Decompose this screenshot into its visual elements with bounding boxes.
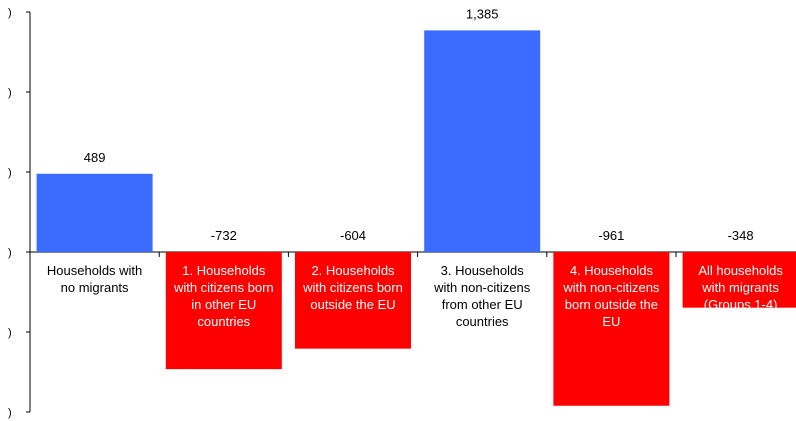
- category-label-6: All households with migrants (Groups 1-4): [677, 262, 796, 313]
- category-label-1: Households with no migrants: [31, 262, 159, 296]
- value-label-1: 489: [84, 150, 106, 165]
- category-label-line: 1. Households: [182, 263, 266, 278]
- category-label-line: 3. Households: [440, 263, 524, 278]
- value-labels: 489 -732 -604 1,385 -961 -348: [84, 6, 754, 243]
- y-tick-label: ): [8, 87, 12, 99]
- y-tick-label: ): [8, 327, 12, 339]
- category-label-line: with migrants: [702, 280, 779, 295]
- category-label-line: with citizens born: [303, 280, 403, 295]
- bar-2: [165, 252, 282, 370]
- category-label-line: countries: [197, 314, 251, 329]
- category-label-line: from other EU: [441, 297, 523, 312]
- value-label-6: -348: [728, 228, 754, 243]
- bar-1: [36, 173, 153, 252]
- category-label-line: with citizens born: [173, 280, 274, 295]
- category-label-5: 4. Households with non-citizens born outsi…: [547, 262, 675, 330]
- value-label-3: -604: [340, 228, 366, 243]
- category-label-line: (Groups 1-4): [703, 297, 778, 312]
- value-label-2: -732: [211, 228, 237, 243]
- bars: [36, 30, 796, 406]
- value-label-5: -961: [598, 228, 624, 243]
- category-label-line: 4. Households: [569, 263, 653, 278]
- bar-3: [295, 252, 411, 349]
- category-label-4: 3. Households with non-citizens from other…: [418, 262, 546, 330]
- category-label-line: no migrants: [60, 280, 129, 295]
- category-label-line: 2. Households: [311, 263, 395, 278]
- category-label-line: born outside the: [564, 297, 658, 312]
- category-label-line: countries: [455, 314, 509, 329]
- category-label-3: 2. Households with citizens born outside t…: [289, 262, 417, 313]
- category-label-line: with non-citizens: [434, 280, 531, 295]
- y-tick-label: ): [8, 167, 12, 179]
- category-label-line: outside the EU: [310, 297, 396, 312]
- category-label-2: 1. Households with citizens born in other …: [160, 262, 288, 330]
- y-tick-label: ): [8, 407, 12, 419]
- category-label-line: All households: [698, 263, 783, 278]
- category-label-line: Households with: [46, 263, 143, 278]
- value-label-4: 1,385: [466, 6, 499, 21]
- category-label-line: EU: [602, 314, 621, 329]
- category-label-line: in other EU: [191, 297, 257, 312]
- bar-5: [553, 252, 670, 406]
- bar-6: [682, 252, 796, 308]
- category-label-line: with non-citizens: [563, 280, 660, 295]
- y-tick-label: ): [8, 247, 12, 259]
- bar-4: [424, 30, 541, 253]
- y-tick-label: ): [8, 7, 12, 19]
